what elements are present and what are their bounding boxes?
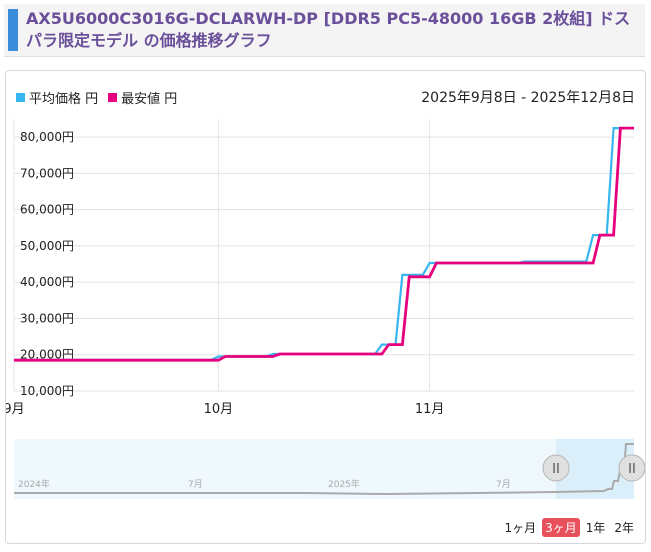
- legend-label-average: 平均価格 円: [29, 92, 99, 107]
- y-tick-label: 50,000円: [20, 239, 74, 253]
- legend-item-average[interactable]: 平均価格 円: [16, 88, 98, 107]
- y-tick-label: 80,000円: [20, 130, 74, 144]
- navigator-handle-left[interactable]: [542, 454, 570, 482]
- navigator-label: 7月: [188, 479, 203, 490]
- title-box: AX5U6000C3016G-DCLARWH-DP [DDR5 PC5-4800…: [4, 4, 645, 57]
- legend-swatch-lowest: [108, 93, 118, 102]
- x-tick-label: 10月: [204, 402, 234, 417]
- y-tick-label: 20,000円: [20, 348, 74, 362]
- range-button-1year[interactable]: 1年: [585, 521, 606, 535]
- y-tick-label: 40,000円: [20, 275, 74, 289]
- y-tick-label: 60,000円: [20, 203, 74, 217]
- series-line-lowest: [14, 126, 634, 362]
- navigator-handle-grip: II: [628, 462, 636, 477]
- range-button-2years[interactable]: 2年: [614, 521, 634, 535]
- title-accent-bar: [8, 9, 18, 51]
- y-tick-label: 10,000円: [20, 384, 74, 398]
- x-tick-label: 9月: [6, 402, 25, 417]
- legend-label-lowest: 最安値 円: [121, 92, 178, 107]
- price-chart: 10,000円 20,000円 30,000円 40,000円 50,000円 60,00…: [6, 119, 645, 499]
- navigator-background: [14, 439, 634, 499]
- legend-swatch-average: [16, 93, 25, 102]
- navigator-label: 2024年: [18, 478, 50, 490]
- y-tick-label: 70,000円: [20, 166, 74, 180]
- navigator-handle-grip: II: [552, 462, 560, 477]
- range-button-3months[interactable]: 3ヶ月: [542, 518, 580, 537]
- range-button-1month[interactable]: 1ヶ月: [504, 521, 537, 535]
- legend-item-lowest[interactable]: 最安値 円: [108, 88, 177, 107]
- navigator-label: 7月: [496, 479, 511, 490]
- range-buttons: 1ヶ月 3ヶ月 1年 2年: [498, 518, 637, 537]
- legend: 平均価格 円 最安値 円: [16, 88, 187, 107]
- x-tick-label: 11月: [415, 402, 445, 417]
- page-title: AX5U6000C3016G-DCLARWH-DP [DDR5 PC5-4800…: [26, 9, 631, 50]
- series-line-average: [14, 126, 634, 361]
- date-range: 2025年9月8日 - 2025年12月8日: [421, 90, 635, 106]
- navigator-handle-right[interactable]: [618, 454, 645, 482]
- y-tick-label: 30,000円: [20, 311, 74, 325]
- navigator-label: 2025年: [328, 478, 360, 490]
- chart-frame: 平均価格 円 最安値 円 2025年9月8日 - 2025年12月8日 10,0…: [5, 70, 646, 544]
